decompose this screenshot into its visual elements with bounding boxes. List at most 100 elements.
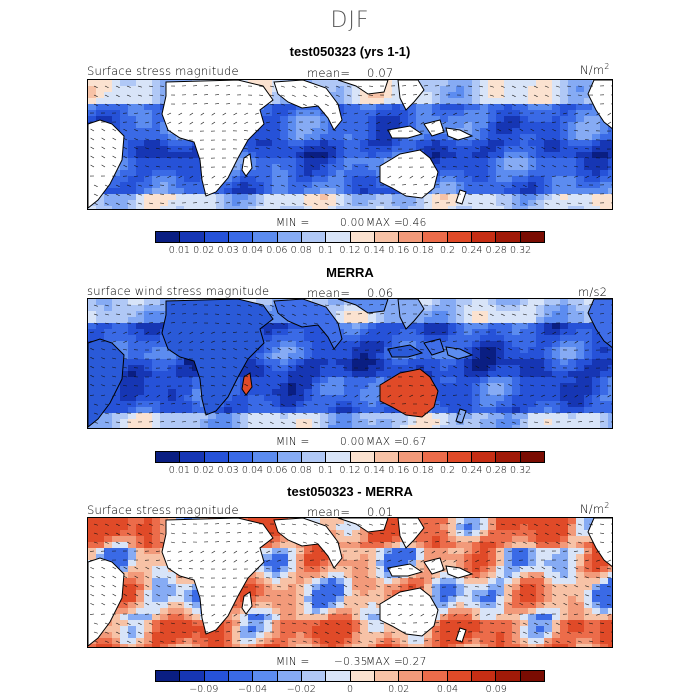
panel-2-colorbar-ticks: 0.01 0.02 0.03 0.04 0.06 0.08 0.1 0.12 0.14 0.16 0… xyxy=(155,465,545,477)
panel-2-max-value: 0.67 xyxy=(402,436,427,448)
colorbar-tick-label: 0.24 xyxy=(461,465,483,476)
colorbar-tick-label: 0 xyxy=(346,684,354,695)
panel-2-colorbar xyxy=(155,451,545,463)
colorbar-tick-label: −0.02 xyxy=(286,684,316,695)
colorbar-swatch xyxy=(520,671,544,681)
colorbar-swatch xyxy=(374,671,400,681)
colorbar-tick-label: 0.08 xyxy=(290,245,312,256)
colorbar-tick-label: 0.16 xyxy=(388,465,410,476)
colorbar-swatch xyxy=(326,232,351,242)
panel-1-colorbar xyxy=(155,231,545,243)
panel-3-mean-value: 0.01 xyxy=(367,505,394,519)
colorbar-swatch xyxy=(350,452,375,462)
panel-1-variable-label: Surface stress magnitude xyxy=(87,64,239,78)
colorbar-tick-label: 0.2 xyxy=(439,465,456,476)
colorbar-swatch xyxy=(399,671,424,681)
colorbar-swatch xyxy=(180,671,205,681)
panel-3-min-value: −0.35 xyxy=(334,656,368,668)
panel-3-max-label: MAX = xyxy=(366,656,404,668)
colorbar-swatch xyxy=(399,232,424,242)
colorbar-tick-label: 0.06 xyxy=(266,245,288,256)
colorbar-swatch xyxy=(204,671,229,681)
panel-3-map xyxy=(87,517,613,648)
colorbar-tick-label: 0.24 xyxy=(461,245,483,256)
colorbar-tick-label: 0.32 xyxy=(510,245,532,256)
colorbar-swatch xyxy=(520,232,544,242)
land-masses xyxy=(88,299,612,428)
wind-vectors xyxy=(89,85,612,206)
colorbar-tick-label: 0.03 xyxy=(217,465,239,476)
colorbar-swatch xyxy=(301,452,327,462)
colorbar-tick-label: 0.1 xyxy=(318,465,334,476)
colorbar-swatch xyxy=(350,671,375,681)
colorbar-tick-label: 0.14 xyxy=(363,245,385,256)
colorbar-tick-label: 0.01 xyxy=(168,465,190,476)
colorbar-swatch xyxy=(228,452,254,462)
panel-3-colorbar-ticks: −0.09 −0.04 −0.02 0 0.02 0.04 0.09 xyxy=(155,684,545,696)
colorbar-swatch xyxy=(277,232,302,242)
colorbar-tick-label: 0.28 xyxy=(485,465,507,476)
colorbar-tick-label: 0.04 xyxy=(241,465,264,476)
panel-1-colorbar-ticks: 0.01 0.02 0.03 0.04 0.06 0.08 0.1 0.12 0.14 0.16 0… xyxy=(155,245,545,257)
colorbar-swatch xyxy=(180,452,205,462)
panel-1-mean-label: mean= xyxy=(307,66,351,80)
wind-vectors xyxy=(89,304,612,425)
colorbar-tick-label: 0.02 xyxy=(388,684,410,695)
panel-1-mean-value: 0.07 xyxy=(367,66,394,80)
colorbar-tick-label: 0.04 xyxy=(241,245,264,256)
colorbar-swatch xyxy=(423,232,448,242)
colorbar-tick-label: −0.09 xyxy=(189,684,219,695)
colorbar-swatch xyxy=(228,671,254,681)
colorbar-swatch xyxy=(180,232,205,242)
panel-2-max-label: MAX = xyxy=(366,436,404,448)
panel-2-variable-label: surface wind stress magnitude xyxy=(87,284,270,298)
colorbar-swatch xyxy=(423,452,448,462)
colorbar-swatch xyxy=(301,671,327,681)
colorbar-tick-label: 0.18 xyxy=(412,465,434,476)
colorbar-swatch xyxy=(253,452,278,462)
colorbar-tick-label: 0.02 xyxy=(193,465,215,476)
colorbar-swatch xyxy=(301,232,327,242)
colorbar-swatch xyxy=(399,452,424,462)
panel-3-variable-label: Surface stress magnitude xyxy=(87,503,239,517)
colorbar-swatch xyxy=(374,232,400,242)
colorbar-swatch xyxy=(156,232,181,242)
colorbar-swatch xyxy=(472,232,497,242)
colorbar-swatch xyxy=(204,232,229,242)
panel-1-min-value: 0.00 xyxy=(340,217,365,229)
colorbar-swatch xyxy=(326,671,351,681)
colorbar-tick-label: 0.18 xyxy=(412,245,434,256)
colorbar-tick-label: 0.03 xyxy=(217,245,239,256)
colorbar-swatch xyxy=(350,232,375,242)
panel-2-title: MERRA xyxy=(326,265,374,280)
colorbar-swatch xyxy=(156,671,181,681)
panel-1-max-label: MAX = xyxy=(366,217,404,229)
colorbar-tick-label: 0.14 xyxy=(363,465,385,476)
colorbar-swatch xyxy=(228,232,254,242)
colorbar-tick-label: 0.12 xyxy=(339,465,361,476)
panel-3-units: N/m2 xyxy=(580,501,610,516)
colorbar-tick-label: 0.06 xyxy=(266,465,288,476)
panel-2-min-value: 0.00 xyxy=(340,436,365,448)
colorbar-tick-label: 0.1 xyxy=(318,245,334,256)
colorbar-swatch xyxy=(447,452,473,462)
panel-3-max-value: 0.27 xyxy=(402,656,427,668)
colorbar-swatch xyxy=(496,671,521,681)
colorbar-swatch xyxy=(277,671,302,681)
panel-2-map xyxy=(87,298,613,429)
colorbar-swatch xyxy=(277,452,302,462)
colorbar-swatch xyxy=(472,671,497,681)
colorbar-swatch xyxy=(253,232,278,242)
colorbar-swatch xyxy=(156,452,181,462)
panel-1-title: test050323 (yrs 1-1) xyxy=(289,44,411,59)
colorbar-tick-label: 0.32 xyxy=(510,465,532,476)
panel-2-units: m/s2 xyxy=(578,284,608,299)
colorbar-swatch xyxy=(496,452,521,462)
colorbar-tick-label: 0.01 xyxy=(168,245,190,256)
colorbar-swatch xyxy=(423,671,448,681)
panel-3-mean-label: mean= xyxy=(307,505,351,519)
panel-2-mean-label: mean= xyxy=(307,286,351,300)
colorbar-tick-label: 0.28 xyxy=(485,245,507,256)
panel-1-min-label: MIN = xyxy=(276,217,310,229)
colorbar-swatch xyxy=(374,452,400,462)
